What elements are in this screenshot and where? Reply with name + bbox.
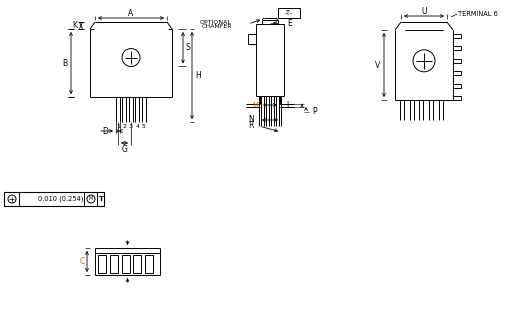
Text: R: R: [248, 122, 254, 130]
Text: N: N: [248, 115, 254, 124]
Text: P: P: [312, 108, 317, 116]
Text: 2: 2: [123, 123, 127, 129]
Text: S: S: [186, 43, 190, 52]
Text: L: L: [286, 100, 290, 109]
Text: -T-: -T-: [285, 10, 293, 16]
Text: D: D: [102, 127, 108, 136]
Text: TERMINAL 6: TERMINAL 6: [458, 11, 498, 17]
Text: T: T: [99, 196, 103, 202]
Text: M: M: [89, 197, 93, 202]
Bar: [110, 255, 118, 273]
Text: 1: 1: [116, 123, 120, 129]
Bar: [145, 255, 153, 273]
Text: M: M: [252, 102, 258, 108]
Bar: [133, 255, 142, 273]
Text: OPTIONAL: OPTIONAL: [200, 19, 232, 25]
Bar: [278, 8, 300, 18]
Text: H: H: [195, 71, 201, 80]
Text: G: G: [122, 145, 127, 153]
Text: 4: 4: [135, 123, 139, 129]
Bar: [98, 255, 106, 273]
Text: 0.010 (0.254): 0.010 (0.254): [38, 196, 84, 202]
Text: CHAMFER: CHAMFER: [202, 25, 232, 29]
Text: 5: 5: [142, 123, 146, 129]
Text: V: V: [375, 61, 381, 70]
Text: K: K: [72, 21, 77, 30]
Text: B: B: [63, 58, 68, 68]
Text: C: C: [79, 257, 84, 266]
Text: E: E: [288, 19, 292, 27]
Text: A: A: [128, 9, 134, 18]
Bar: [122, 255, 130, 273]
Bar: [4, 192, 104, 206]
Text: U: U: [421, 6, 427, 16]
Text: 3: 3: [129, 123, 133, 129]
